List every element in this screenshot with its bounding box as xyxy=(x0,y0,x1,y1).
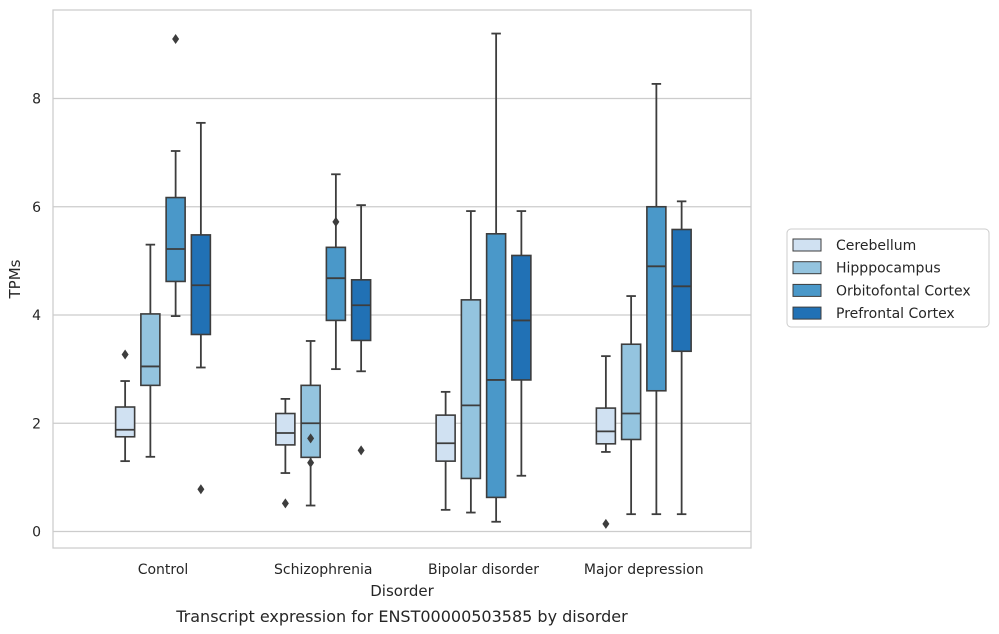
legend-swatch xyxy=(792,306,822,320)
box-cerebellum xyxy=(435,390,456,511)
legend-swatch xyxy=(792,283,822,297)
x-tick-label: Bipolar disorder xyxy=(428,562,539,578)
legend-swatch xyxy=(792,261,822,275)
box-orbitofontal-cortex xyxy=(646,82,667,516)
box-prefrontal-cortex xyxy=(671,200,692,516)
chart-caption: Transcript expression for ENST0000050358… xyxy=(175,607,628,626)
box-hipppocampus xyxy=(460,210,482,514)
box-body xyxy=(350,279,372,342)
legend-label: Orbitofontal Cortex xyxy=(836,283,971,299)
box-body xyxy=(140,313,161,387)
y-tick-label: 8 xyxy=(32,92,41,108)
y-axis-ticks: 0 2 4 6 8 xyxy=(32,92,41,541)
box-body xyxy=(460,299,482,480)
box-prefrontal-cortex xyxy=(511,210,532,477)
outlier-marker xyxy=(281,498,289,509)
box-prefrontal-cortex xyxy=(350,204,372,456)
x-tick-label: Major depression xyxy=(584,562,704,578)
box-cerebellum xyxy=(595,355,617,529)
box-orbitofontal-cortex xyxy=(485,32,507,523)
y-tick-label: 4 xyxy=(32,308,41,324)
box-body xyxy=(671,228,692,353)
box-orbitofontal-cortex xyxy=(325,173,347,371)
y-tick-label: 6 xyxy=(32,200,41,216)
outlier-marker xyxy=(307,433,315,444)
box-body xyxy=(646,205,667,392)
box-body xyxy=(595,407,617,445)
box-body xyxy=(114,406,136,438)
legend-label: Prefrontal Cortex xyxy=(836,306,955,322)
box-body xyxy=(485,233,507,499)
box-body xyxy=(620,343,642,441)
box-body xyxy=(435,414,456,462)
box-series xyxy=(114,32,692,529)
outlier-marker xyxy=(121,349,129,360)
x-tick-label: Control xyxy=(138,562,189,578)
box-body xyxy=(165,196,186,283)
legend-swatch xyxy=(792,238,822,252)
box-hipppocampus xyxy=(300,340,321,507)
box-cerebellum xyxy=(275,397,296,509)
box-orbitofontal-cortex xyxy=(165,33,186,317)
plot-area-frame xyxy=(52,9,752,549)
x-axis-ticks: Control Schizophrenia Bipolar disorder Majo… xyxy=(138,562,704,578)
y-axis-label: TPMs xyxy=(6,259,24,299)
outlier-marker xyxy=(307,457,315,468)
y-tick-label: 0 xyxy=(32,525,41,541)
outlier-marker xyxy=(602,518,610,529)
box-prefrontal-cortex xyxy=(190,121,212,495)
box-body xyxy=(300,384,321,459)
x-tick-label: Schizophrenia xyxy=(274,562,372,578)
box-hipppocampus xyxy=(620,295,642,516)
outlier-marker xyxy=(172,33,180,44)
outlier-marker xyxy=(197,484,205,495)
legend: Cerebellum Hipppocampus Orbitofontal Corte… xyxy=(786,228,990,328)
box-body xyxy=(275,412,296,446)
outlier-marker xyxy=(357,445,365,456)
legend-frame xyxy=(786,228,990,328)
legend-label: Cerebellum xyxy=(836,238,916,254)
legend-label: Hipppocampus xyxy=(836,261,941,277)
box-hipppocampus xyxy=(140,243,161,458)
box-body xyxy=(325,246,347,322)
y-tick-label: 2 xyxy=(32,416,41,432)
outlier-marker xyxy=(332,216,340,227)
box-cerebellum xyxy=(114,349,136,463)
box-body xyxy=(511,254,532,381)
x-axis-label: Disorder xyxy=(370,582,434,600)
